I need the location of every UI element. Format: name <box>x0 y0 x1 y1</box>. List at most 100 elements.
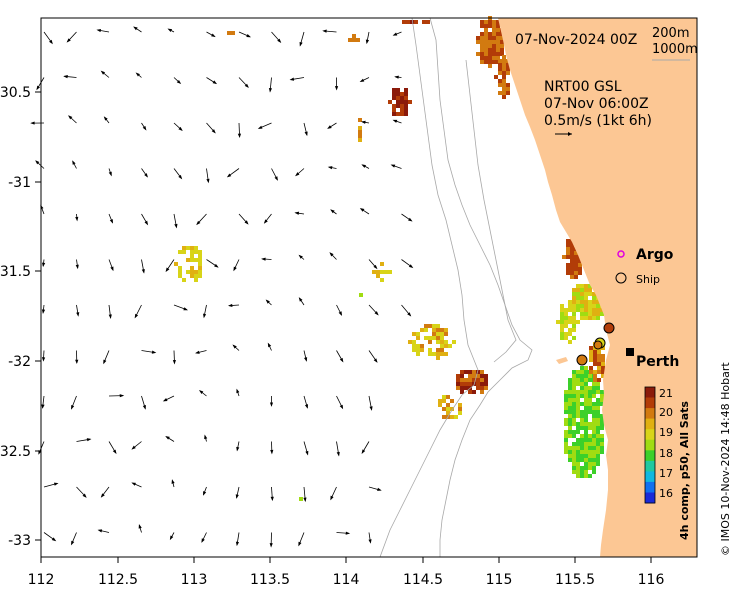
sst-pixel <box>592 308 596 312</box>
sst-pixel <box>600 442 604 446</box>
sst-pixel <box>198 270 202 274</box>
current-arrow-head <box>235 494 239 499</box>
sst-pixel <box>566 263 570 267</box>
current-arrow-head <box>298 541 302 547</box>
sst-pixel <box>388 100 392 104</box>
contour-1000m <box>379 17 479 558</box>
sst-pixel <box>446 395 450 399</box>
current-arrow-head <box>407 312 412 317</box>
current-arrow-head <box>303 497 307 503</box>
sst-pixel <box>588 454 592 458</box>
current-arrow-head <box>298 297 303 302</box>
colorbar-title: 4h comp, p50, All Sats <box>678 401 691 540</box>
sst-pixel <box>566 247 570 251</box>
current-arrow-head <box>330 209 335 214</box>
colorbar: 21 20 19 18 17 16 4h comp, p50, All Sats <box>644 386 691 540</box>
sst-pixel <box>444 352 448 356</box>
sst-pixel <box>572 308 576 312</box>
sst-pixel <box>404 92 408 96</box>
sst-pixel <box>576 402 580 406</box>
rottnest-island <box>556 357 568 364</box>
sst-pixel <box>432 328 436 332</box>
sst-pixel <box>574 255 578 259</box>
sst-pixel <box>574 267 578 271</box>
y-tick-label: 31.5 <box>0 264 31 280</box>
sst-pixel <box>588 474 592 478</box>
argo-marker-icon <box>617 250 625 258</box>
sst-pixel <box>596 402 600 406</box>
sst-pixel <box>484 40 488 44</box>
sst-pixel <box>488 48 492 52</box>
sst-pixel <box>568 434 572 438</box>
current-arrow-head <box>408 217 413 222</box>
sst-pixel <box>438 403 442 407</box>
sst-pixel <box>492 40 496 44</box>
sst-pixel <box>584 284 588 288</box>
sst-pixel <box>572 458 576 462</box>
sst-pixel <box>560 332 564 336</box>
current-arrow-head <box>142 405 146 410</box>
sst-pixel <box>440 344 444 348</box>
sst-pixel <box>456 378 460 382</box>
sst-pixel <box>440 352 444 356</box>
sst-pixel <box>596 442 600 446</box>
current-arrow-head <box>211 129 216 134</box>
current-arrow-head <box>35 160 40 165</box>
sst-pixel <box>596 386 600 390</box>
sst-pixel <box>412 348 416 352</box>
sst-pixel <box>498 71 502 75</box>
sst-pixel <box>498 91 502 95</box>
colorbar-frame <box>644 386 656 504</box>
bathymetry-contours <box>379 17 533 558</box>
current-arrow-head <box>373 264 378 270</box>
current-arrow-head <box>172 359 176 365</box>
sst-pixel <box>464 382 468 386</box>
sst-pixel <box>584 414 588 418</box>
current-arrow-head <box>75 264 79 270</box>
sst-pixel <box>564 446 568 450</box>
sst-pixel <box>412 332 416 336</box>
sst-pixel <box>580 316 584 320</box>
sst-pixel <box>576 466 580 470</box>
current-arrow-head <box>174 223 178 229</box>
sst-pixel <box>484 48 488 52</box>
sst-pixel <box>576 304 580 308</box>
x-tick-label: 113.5 <box>250 572 290 588</box>
sst-pixel <box>596 462 600 466</box>
sst-pixel <box>352 34 356 38</box>
sst-pixel <box>476 382 480 386</box>
sst-pixel <box>198 254 202 258</box>
sst-pixel <box>198 262 202 266</box>
current-arrow-head <box>195 350 200 354</box>
colorbar-tick: 20 <box>659 406 673 419</box>
sst-pixel <box>458 407 462 411</box>
sst-pixel <box>432 324 436 328</box>
sst-pixel <box>576 454 580 458</box>
sst-pixel <box>592 382 596 386</box>
sst-pixel <box>576 442 580 446</box>
sst-pixel <box>560 312 564 316</box>
sst-pixel <box>572 470 576 474</box>
sst-pixel <box>186 270 190 274</box>
current-arrow-head <box>201 538 205 543</box>
sst-pixel <box>440 328 444 332</box>
sst-pixel <box>576 382 580 386</box>
current-arrow-head <box>82 493 87 498</box>
sst-pixel <box>584 458 588 462</box>
current-arrow-head <box>167 28 173 32</box>
y-tick-label: 32.5 <box>0 444 31 460</box>
x-tick-label: 115 <box>486 572 513 588</box>
sst-pixel <box>588 312 592 316</box>
sst-pixel <box>580 470 584 474</box>
sst-pixel <box>576 426 580 430</box>
sst-pixel <box>442 407 446 411</box>
sst-pixel <box>588 288 592 292</box>
ship-legend-label: Ship <box>636 273 660 286</box>
sst-pixel <box>506 63 510 67</box>
sst-pixel <box>460 386 464 390</box>
sst-pixel <box>564 406 568 410</box>
sst-pixel <box>576 458 580 462</box>
sst-pixel <box>592 458 596 462</box>
current-arrow-head <box>110 266 114 272</box>
sst-pixel <box>436 332 440 336</box>
